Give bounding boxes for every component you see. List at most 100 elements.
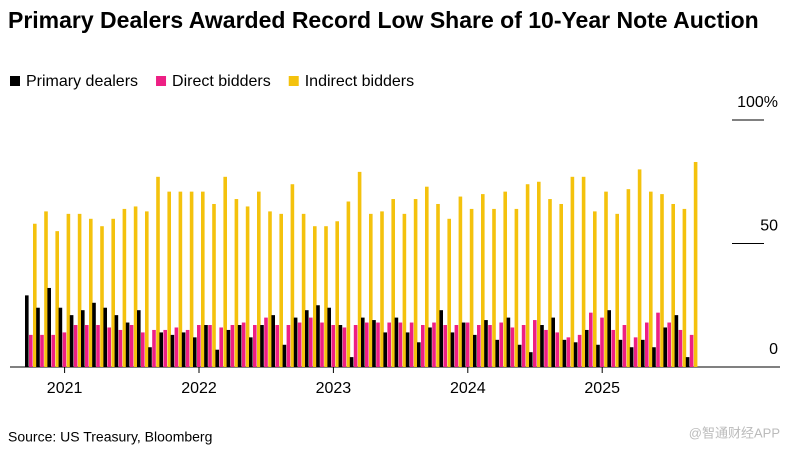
bar [96,325,100,367]
bar [682,208,687,367]
bar [309,317,313,367]
chart-title: Primary Dealers Awarded Record Low Share… [8,7,759,33]
bar [689,334,694,367]
bar [201,191,205,367]
bar [514,208,519,367]
bar [331,325,335,367]
y-tick-label: 0 [769,341,778,358]
x-tick-label: 2021 [47,380,83,397]
bar [499,322,503,367]
bar [234,199,239,367]
bar [525,184,530,367]
bar [555,332,559,367]
bar [118,329,123,367]
legend-label: Indirect bidders [305,73,414,90]
bar [469,208,474,367]
bar [152,329,156,367]
bar [570,176,575,367]
bar [264,317,268,367]
bar [167,191,171,367]
bar [208,325,212,367]
bar [633,337,638,367]
bar [589,312,593,367]
bar [129,325,134,367]
bar [301,213,306,367]
bar [544,329,548,367]
bar [133,206,138,367]
bar [685,357,690,367]
bar [432,322,436,367]
bar [678,329,683,367]
bar [458,196,463,367]
bar [100,226,104,367]
bar [656,312,660,367]
bar [405,332,410,367]
bar [33,223,37,367]
bar [253,325,257,367]
bar [671,203,675,367]
bar [137,310,141,367]
bar [521,325,526,367]
bar [349,357,354,367]
bar [286,325,291,367]
bar [148,347,152,367]
bar [29,334,33,367]
legend-label: Primary dealers [26,73,138,90]
bar [342,327,347,367]
bar [81,310,85,367]
legend-label: Direct bidders [172,73,271,90]
y-tick-label: 50 [760,218,778,235]
bar [212,203,216,367]
x-tick-label: 2023 [316,380,352,397]
bar [626,189,631,367]
bar [324,226,328,367]
bar [660,194,664,367]
bar [156,176,160,367]
bar [290,184,295,367]
bar [607,310,611,367]
bar [540,325,544,367]
bar [559,203,563,367]
bar [189,191,194,367]
bar [447,218,451,367]
bar [517,344,522,367]
x-tick-label: 2022 [181,380,217,397]
bar [649,191,653,367]
bar [327,307,331,367]
bar [641,339,645,367]
bar [481,194,485,367]
bar [219,327,223,367]
bar [141,332,145,367]
bar [454,325,459,367]
bar [223,176,227,367]
bar [40,334,44,367]
y-tick-label: 100% [737,94,778,111]
bar [282,344,287,367]
source: Source: US Treasury, Bloomberg [8,429,212,445]
bar [394,317,399,367]
bar [268,211,272,367]
bar [260,325,264,367]
bar [335,221,339,367]
legend-swatch [156,76,167,86]
bar [421,325,425,367]
bar [257,191,261,367]
bar [443,325,447,367]
bar [58,307,63,367]
bar [241,322,246,367]
bar [297,322,302,367]
bar [174,327,179,367]
legend-swatch [288,76,299,86]
bar [51,334,55,367]
bar [562,339,567,367]
bar [361,317,365,367]
bar [667,322,671,367]
bar [425,186,429,367]
bar [204,325,208,367]
bar [47,287,51,367]
bar [428,327,432,367]
bar [36,307,40,367]
bar [226,329,231,367]
bar [618,339,623,367]
